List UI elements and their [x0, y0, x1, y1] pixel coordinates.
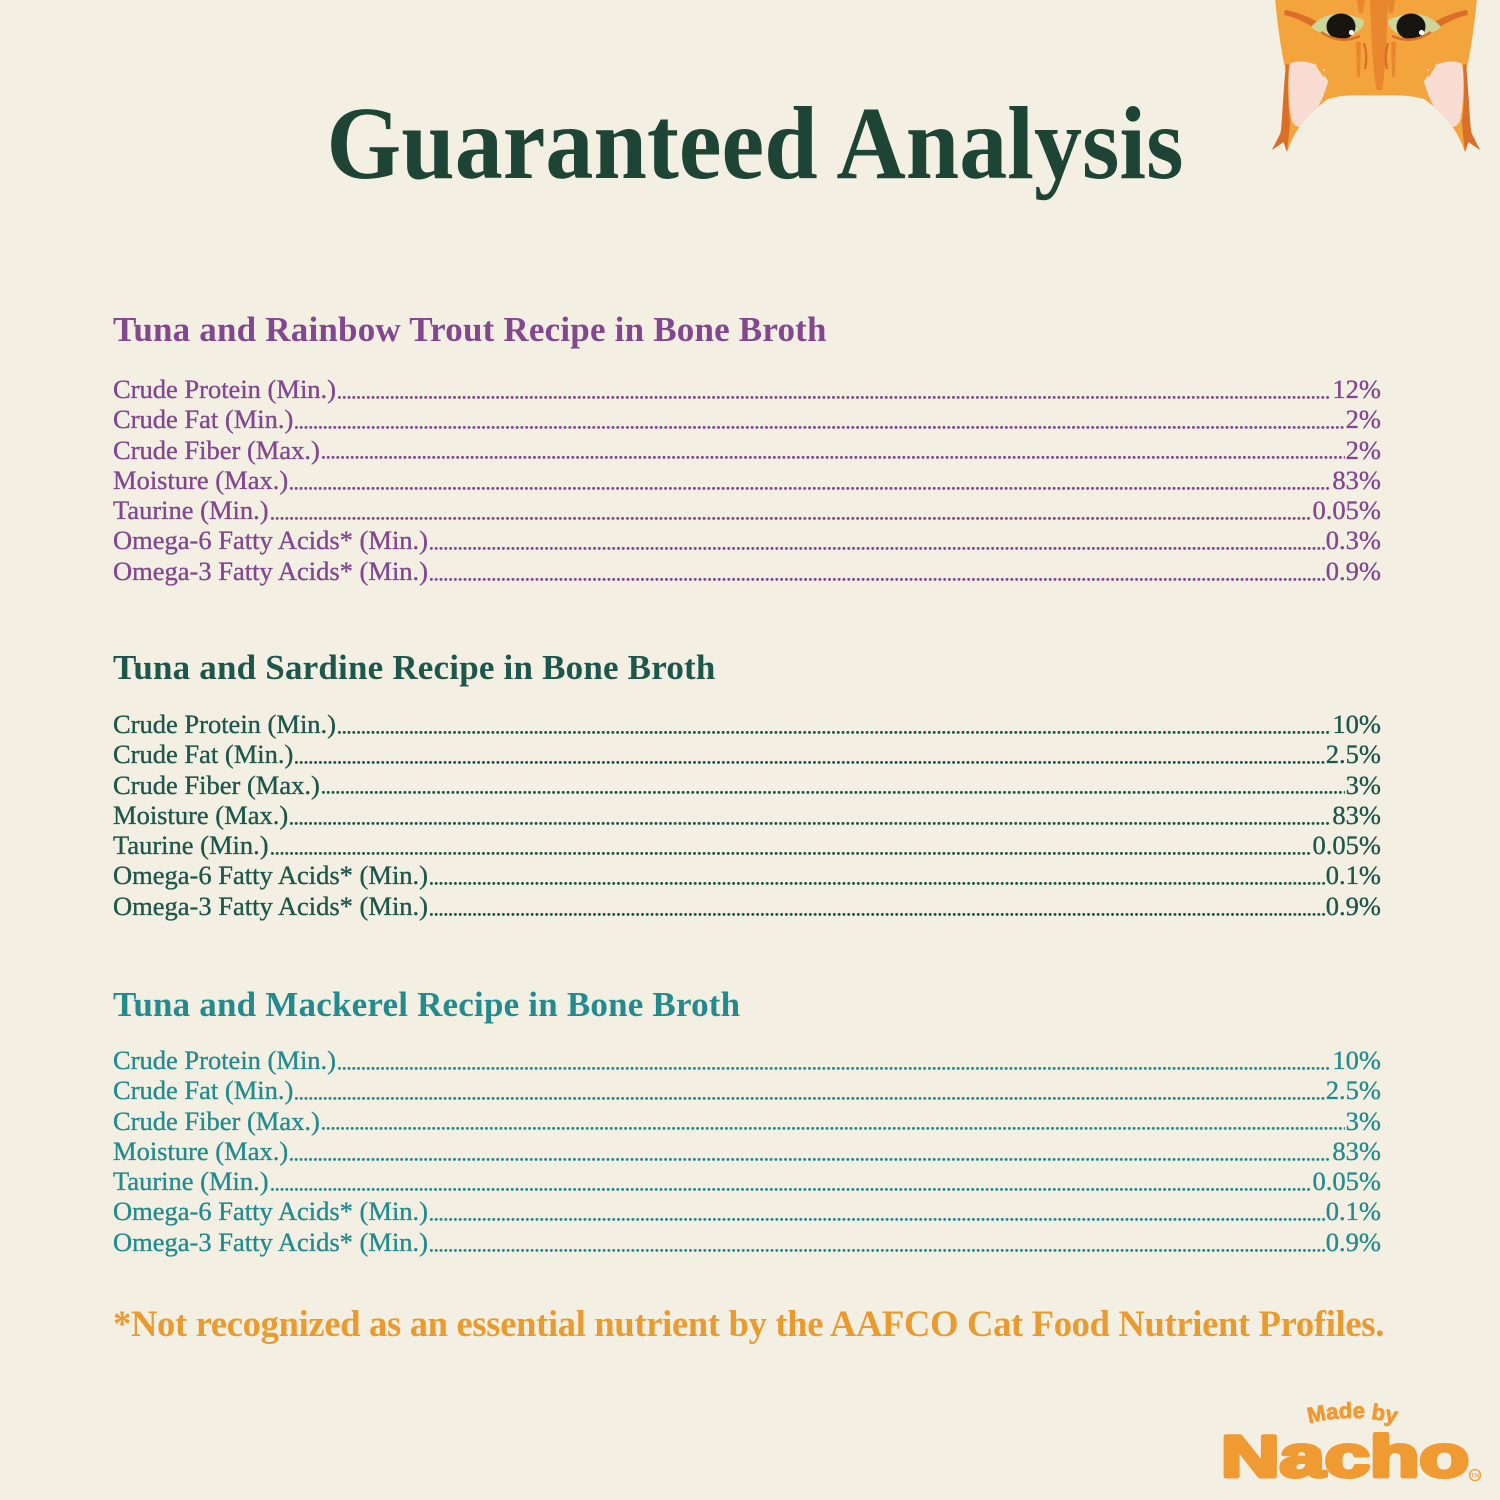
svg-text:Nacho: Nacho — [1221, 1425, 1469, 1490]
svg-text:TM: TM — [1471, 1474, 1480, 1480]
